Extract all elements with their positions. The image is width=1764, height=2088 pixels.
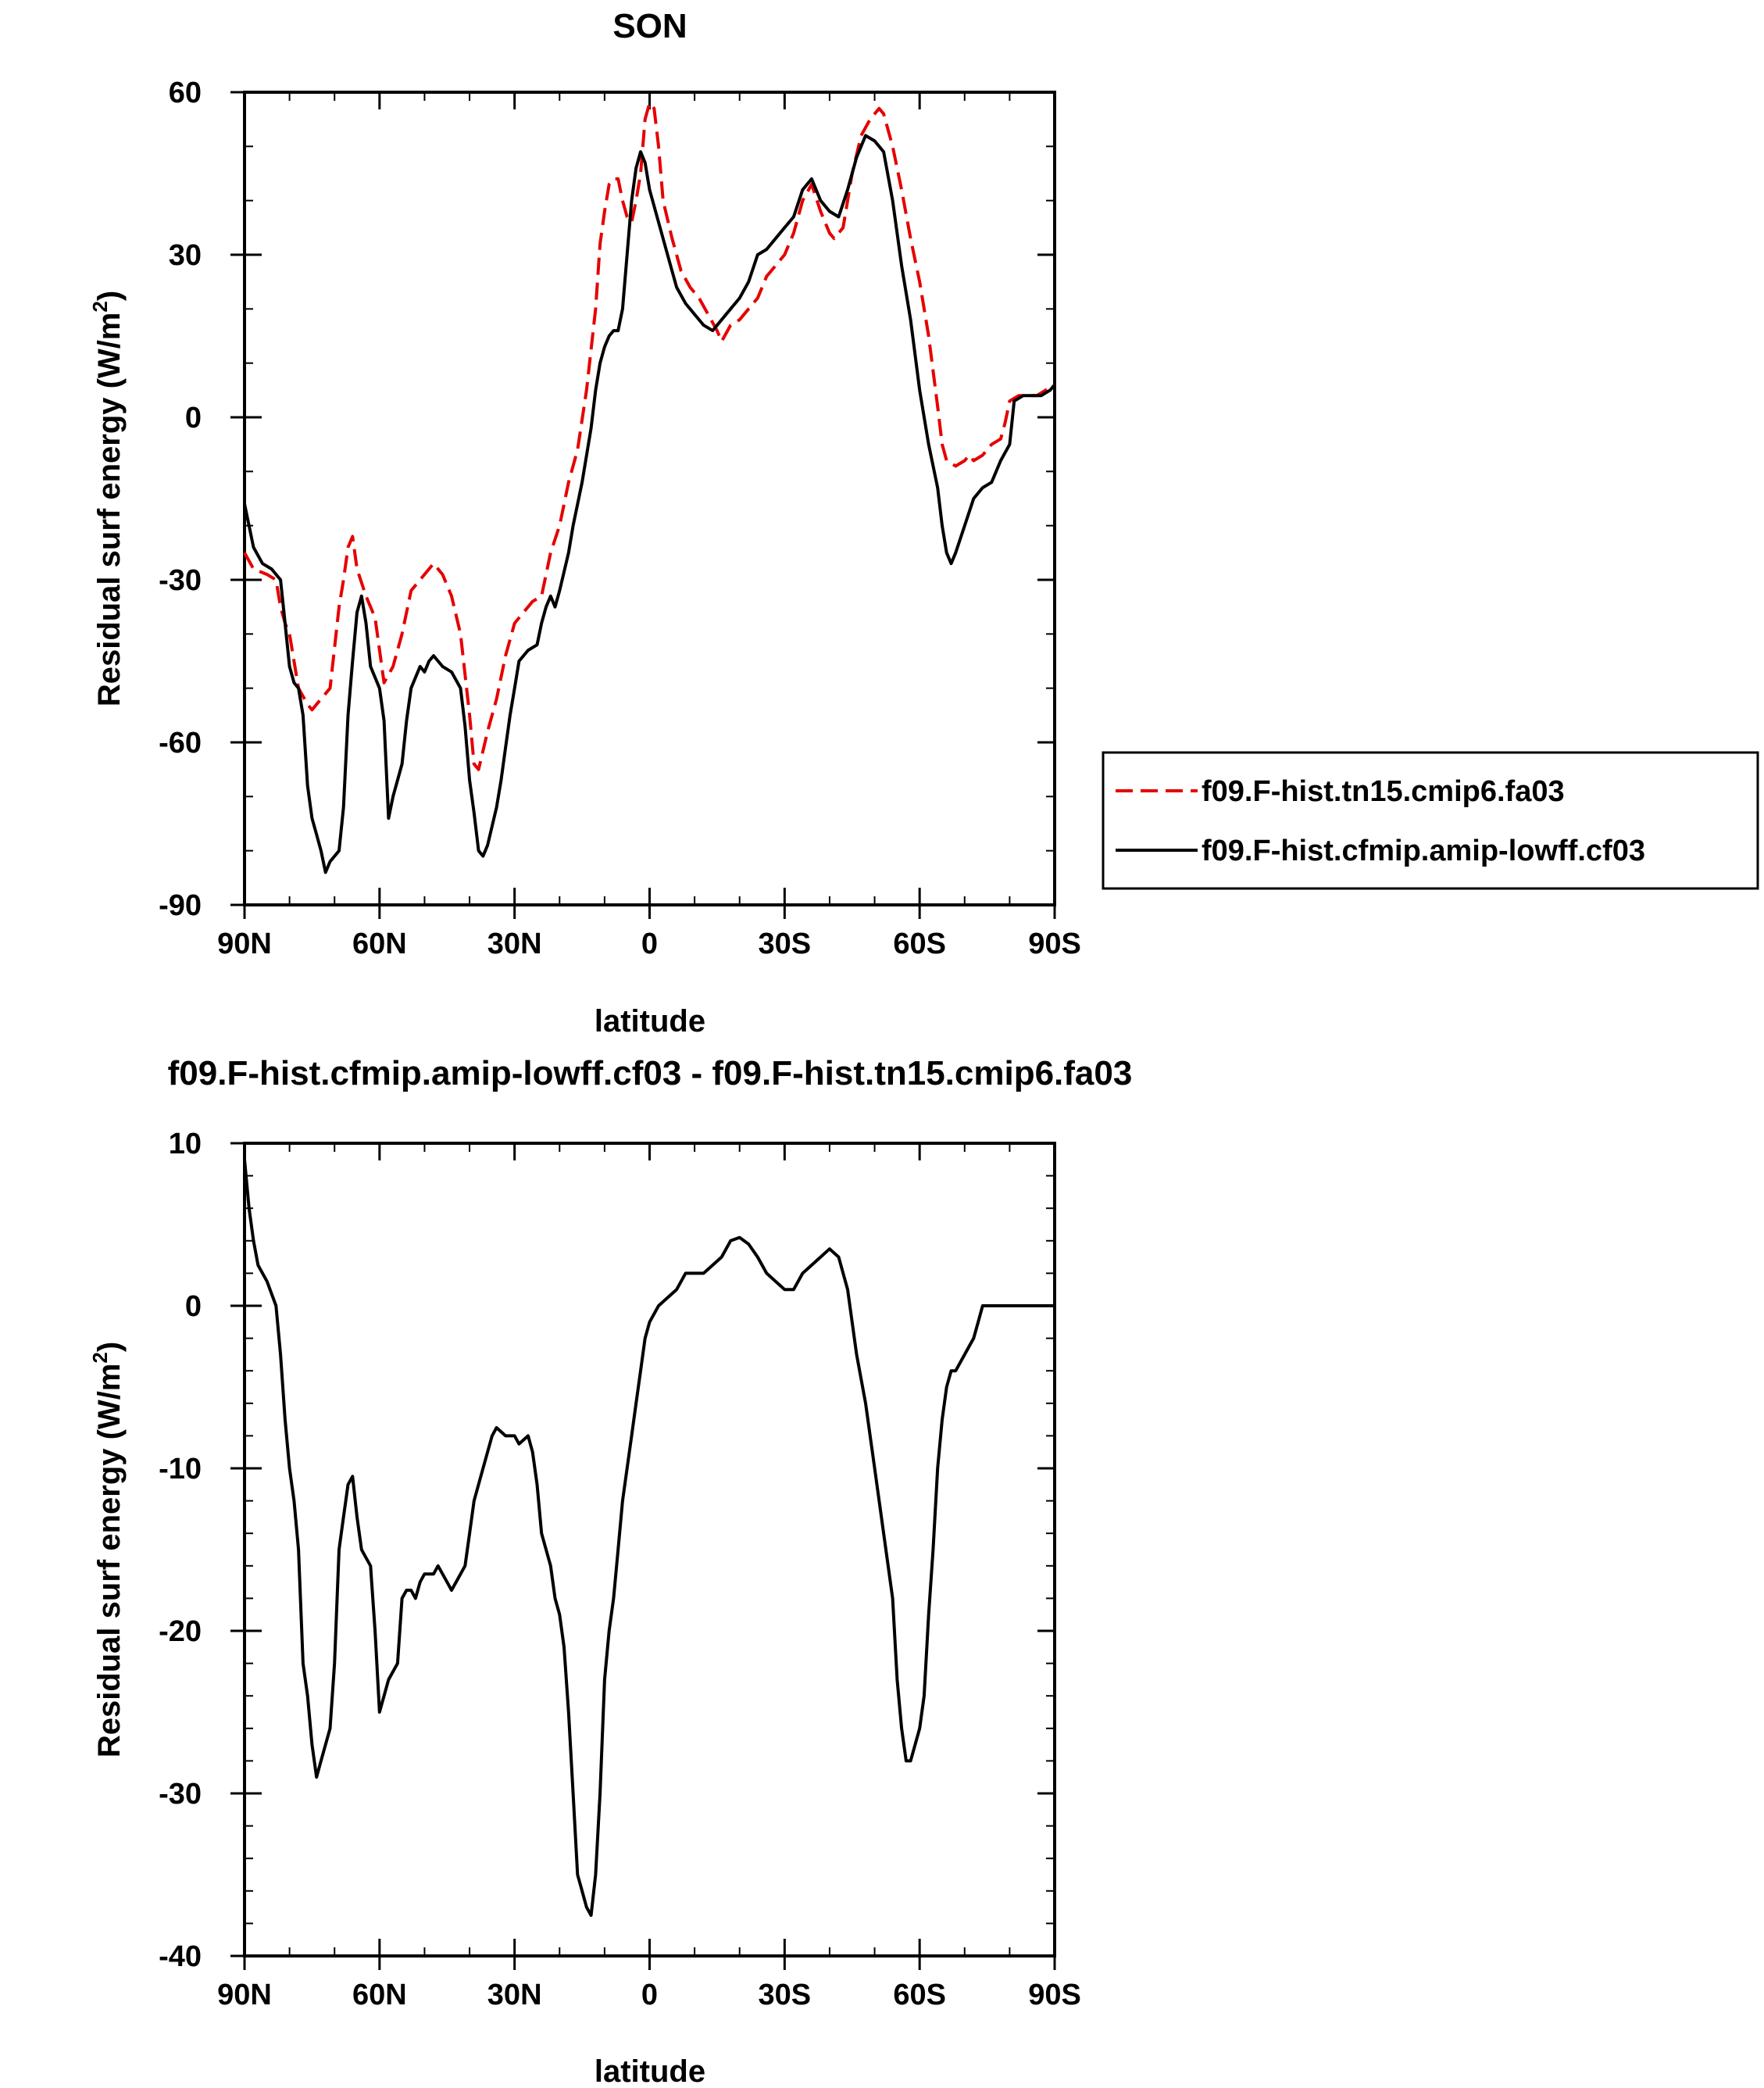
bottom-x-tick-label-2: 30N xyxy=(487,1979,542,2011)
top-series-lines xyxy=(243,101,1056,874)
top-panel: SON 90N 60N 30N 0 30S 60S 90S 60 30 0 -30 -60 -90 la… xyxy=(88,7,1759,1039)
bottom-x-tick-label-6: 90S xyxy=(1028,1979,1081,2011)
bottom-series-lines xyxy=(243,1159,1055,1917)
bottom-y-axis-label-end: ) xyxy=(92,1342,127,1352)
bottom-y-axis-label-main: Residual surf energy (W/m xyxy=(92,1364,127,1758)
bottom-panel: f09.F-hist.cfmip.amip-lowff.cf03 - f09.F… xyxy=(88,1054,1132,2088)
bottom-y-axis-label-sup: 2 xyxy=(88,1352,112,1363)
top-x-tick-label-3: 0 xyxy=(641,928,658,960)
bottom-y-tick-label-3: -20 xyxy=(159,1615,202,1648)
top-y-tick-label-0: 60 xyxy=(169,77,202,109)
top-x-tick-label-6: 90S xyxy=(1028,928,1081,960)
legend-box xyxy=(1102,751,1759,890)
top-x-tick-label-0: 90N xyxy=(217,928,272,960)
bottom-x-tick-label-5: 60S xyxy=(893,1979,946,2011)
bottom-x-tick-label-3: 0 xyxy=(641,1979,658,2011)
bottom-x-axis-label: latitude xyxy=(595,2054,705,2088)
top-x-tick-label-5: 60S xyxy=(893,928,946,960)
top-y-axis-label-end: ) xyxy=(92,291,127,301)
bottom-y-tick-label-4: -30 xyxy=(159,1778,202,1811)
top-y-tick-label-5: -90 xyxy=(159,889,202,922)
bottom-tick-marks xyxy=(230,1142,1056,1970)
bottom-y-tick-label-1: 0 xyxy=(185,1290,202,1323)
top-plot-frame xyxy=(243,91,1056,906)
legend-label-series-1: f09.F-hist.tn15.cmip6.fa03 xyxy=(1202,775,1565,808)
top-y-axis-label-main: Residual surf energy (W/m xyxy=(92,313,127,707)
bottom-y-tick-label-5: -40 xyxy=(159,1940,202,1973)
top-y-tick-label-4: -60 xyxy=(159,727,202,760)
top-y-tick-label-2: 0 xyxy=(185,402,202,434)
bottom-chart-title: f09.F-hist.cfmip.amip-lowff.cf03 - f09.F… xyxy=(168,1054,1133,1092)
legend-label-series-2: f09.F-hist.cfmip.amip-lowff.cf03 xyxy=(1202,835,1645,867)
bottom-y-axis-label: Residual surf energy (W/m2) xyxy=(88,1342,127,1757)
bottom-tick-labels: 90N 60N 30N 0 30S 60S 90S 10 0 -10 -20 -30 -40 xyxy=(159,1128,1081,2011)
top-series-line-1 xyxy=(243,101,1056,771)
bottom-y-tick-label-0: 10 xyxy=(169,1128,202,1160)
top-chart-title: SON xyxy=(612,7,687,45)
bottom-y-tick-label-2: -10 xyxy=(159,1453,202,1486)
top-series-line-2 xyxy=(243,134,1056,874)
legend: f09.F-hist.tn15.cmip6.fa03 f09.F-hist.cf… xyxy=(1102,751,1759,890)
top-x-axis-label: latitude xyxy=(595,1004,705,1039)
top-y-axis-label-sup: 2 xyxy=(88,301,112,312)
top-y-tick-label-3: -30 xyxy=(159,564,202,597)
top-x-tick-label-2: 30N xyxy=(487,928,542,960)
top-tick-marks xyxy=(230,91,1056,919)
top-y-tick-label-1: 30 xyxy=(169,239,202,272)
bottom-x-tick-label-4: 30S xyxy=(759,1979,812,2011)
top-x-tick-label-4: 30S xyxy=(759,928,812,960)
bottom-x-tick-label-1: 60N xyxy=(352,1979,407,2011)
bottom-series-line-1 xyxy=(243,1159,1055,1917)
top-tick-labels: 90N 60N 30N 0 30S 60S 90S 60 30 0 -30 -60 -90 xyxy=(159,77,1081,960)
top-x-tick-label-1: 60N xyxy=(352,928,407,960)
bottom-x-tick-label-0: 90N xyxy=(217,1979,272,2011)
top-y-axis-label: Residual surf energy (W/m2) xyxy=(88,291,127,706)
